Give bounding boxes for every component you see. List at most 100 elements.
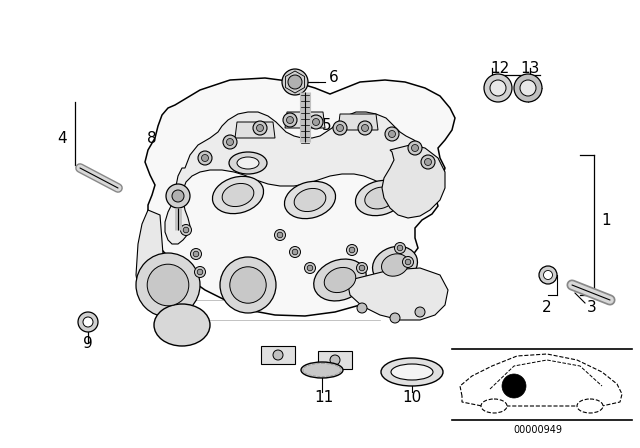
Circle shape (283, 113, 297, 127)
Circle shape (166, 184, 190, 208)
Circle shape (421, 155, 435, 169)
Circle shape (405, 259, 411, 265)
Circle shape (346, 245, 358, 255)
Text: 12: 12 (490, 60, 509, 76)
Circle shape (305, 263, 316, 273)
Text: 11: 11 (314, 389, 333, 405)
Circle shape (191, 249, 202, 259)
Ellipse shape (481, 399, 507, 413)
Circle shape (390, 313, 400, 323)
Text: 8: 8 (147, 130, 157, 146)
Text: 13: 13 (520, 60, 540, 76)
Ellipse shape (577, 399, 603, 413)
Ellipse shape (381, 254, 408, 276)
Circle shape (227, 138, 234, 146)
Circle shape (180, 224, 191, 236)
Ellipse shape (324, 267, 356, 293)
Polygon shape (261, 346, 295, 364)
Ellipse shape (294, 189, 326, 211)
Circle shape (356, 263, 367, 273)
Circle shape (288, 75, 302, 89)
Circle shape (394, 242, 406, 254)
Ellipse shape (365, 187, 396, 209)
Circle shape (424, 159, 431, 165)
Polygon shape (145, 78, 455, 316)
Circle shape (136, 253, 200, 317)
Text: 00000949: 00000949 (513, 425, 563, 435)
Circle shape (223, 135, 237, 149)
Circle shape (292, 249, 298, 255)
Ellipse shape (284, 181, 335, 219)
Circle shape (312, 119, 319, 125)
Circle shape (520, 80, 536, 96)
Circle shape (408, 141, 422, 155)
Circle shape (502, 374, 526, 398)
Circle shape (359, 265, 365, 271)
Text: 4: 4 (57, 130, 67, 146)
Circle shape (484, 74, 512, 102)
Circle shape (193, 251, 199, 257)
Text: 5: 5 (322, 117, 332, 133)
Circle shape (358, 121, 372, 135)
Circle shape (147, 264, 189, 306)
Circle shape (388, 130, 396, 138)
Circle shape (514, 74, 542, 102)
Circle shape (257, 125, 264, 132)
Polygon shape (165, 112, 432, 244)
Circle shape (275, 229, 285, 241)
Text: 2: 2 (542, 300, 552, 314)
Circle shape (412, 145, 419, 151)
Polygon shape (285, 112, 325, 128)
Circle shape (397, 245, 403, 251)
Circle shape (490, 80, 506, 96)
Ellipse shape (222, 183, 254, 207)
Circle shape (330, 355, 340, 365)
Circle shape (349, 247, 355, 253)
Circle shape (362, 125, 369, 132)
Polygon shape (348, 268, 448, 320)
Circle shape (78, 312, 98, 332)
Ellipse shape (372, 246, 417, 284)
Circle shape (403, 257, 413, 267)
Circle shape (287, 116, 294, 124)
Circle shape (333, 121, 347, 135)
Polygon shape (318, 351, 352, 369)
Ellipse shape (212, 177, 264, 214)
Circle shape (357, 303, 367, 313)
Ellipse shape (154, 304, 210, 346)
Text: 1: 1 (601, 212, 611, 228)
Text: 3: 3 (587, 300, 597, 314)
Ellipse shape (381, 358, 443, 386)
Circle shape (83, 317, 93, 327)
Circle shape (289, 246, 301, 258)
Circle shape (202, 155, 209, 161)
Circle shape (309, 115, 323, 129)
Polygon shape (136, 210, 165, 310)
Circle shape (282, 69, 308, 95)
Polygon shape (338, 114, 378, 130)
Circle shape (307, 265, 313, 271)
Ellipse shape (314, 259, 366, 301)
Ellipse shape (237, 157, 259, 169)
Circle shape (385, 127, 399, 141)
Text: 6: 6 (329, 69, 339, 85)
Circle shape (273, 350, 283, 360)
Circle shape (195, 267, 205, 277)
Circle shape (415, 307, 425, 317)
Ellipse shape (391, 364, 433, 380)
Circle shape (337, 125, 344, 132)
Circle shape (172, 190, 184, 202)
Ellipse shape (355, 181, 404, 215)
Text: 7: 7 (253, 125, 263, 141)
Circle shape (230, 267, 266, 303)
Circle shape (220, 257, 276, 313)
Text: 10: 10 (403, 389, 422, 405)
Circle shape (543, 271, 552, 280)
Circle shape (198, 151, 212, 165)
Text: 9: 9 (83, 336, 93, 350)
Circle shape (539, 266, 557, 284)
Ellipse shape (301, 362, 343, 378)
Circle shape (197, 269, 203, 275)
Circle shape (183, 227, 189, 233)
Polygon shape (235, 122, 275, 138)
